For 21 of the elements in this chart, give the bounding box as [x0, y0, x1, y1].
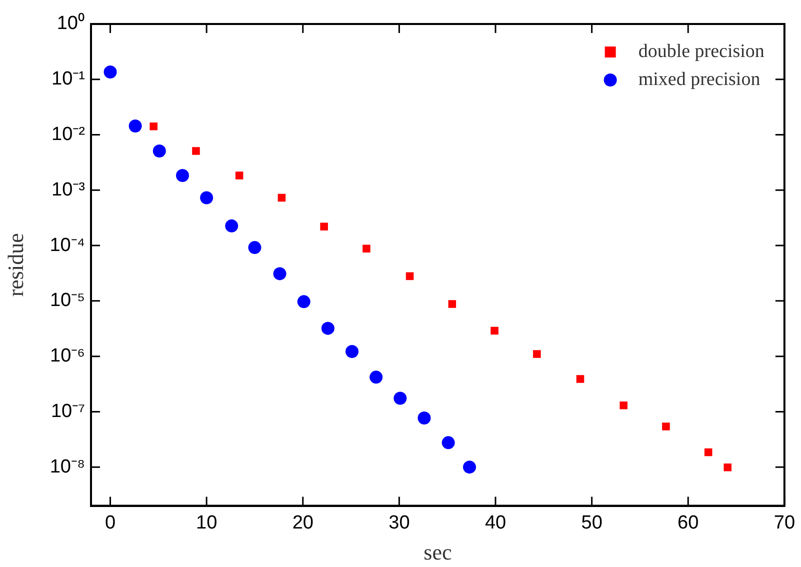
x-tick-label: 20: [292, 512, 314, 534]
legend-label: double precision: [638, 40, 765, 62]
x-tick-label: 60: [678, 512, 699, 534]
y-tick-label: 10⁻⁴: [50, 234, 85, 256]
y-tick-label: 10⁻²: [52, 124, 85, 146]
y-tick-label: 10⁻³: [52, 179, 85, 200]
legend-label: mixed precision: [638, 68, 761, 90]
x-tick-label: 40: [484, 512, 506, 534]
y-tick-label: 10⁻¹: [52, 68, 85, 90]
y-tick-label: 10⁻⁶: [50, 346, 85, 367]
y-tick-label: 10⁻⁷: [50, 400, 86, 422]
x-tick-label: 0: [104, 512, 116, 534]
x-tick-label: 50: [581, 512, 602, 534]
y-axis-title: residue: [2, 233, 28, 297]
x-tick-label: 70: [774, 512, 796, 534]
x-tick-label: 30: [388, 512, 410, 534]
x-axis-title: sec: [424, 540, 452, 565]
y-tick-label: 10⁻⁵: [50, 290, 85, 312]
x-tick-label: 10: [196, 512, 218, 534]
y-tick-label: 10⁻⁸: [50, 456, 85, 478]
y-tick-label: 10⁰: [56, 12, 85, 34]
